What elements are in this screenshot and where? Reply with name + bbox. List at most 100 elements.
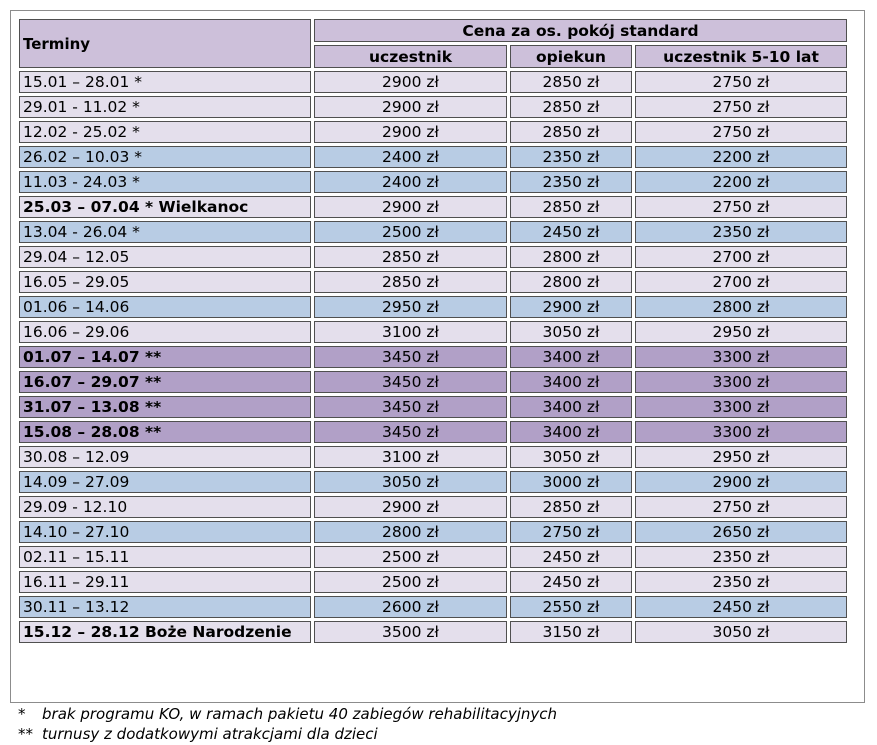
price-cell: 2400 zł <box>314 171 507 193</box>
price-cell: 2850 zł <box>510 121 632 143</box>
footnote-double-star: ** turnusy z dodatkowymi atrakcjami dla d… <box>18 724 557 744</box>
table-row: 16.07 – 29.07 ** 3450 zł 3400 zł 3300 zł <box>19 371 847 393</box>
price-cell: 2450 zł <box>635 596 847 618</box>
price-cell: 3300 zł <box>635 421 847 443</box>
price-cell: 3450 zł <box>314 396 507 418</box>
term-cell: 14.09 – 27.09 <box>19 471 311 493</box>
footnote-single-star: * brak programu KO, w ramach pakietu 40 z… <box>18 704 557 724</box>
table-row: 12.02 - 25.02 * 2900 zł 2850 zł 2750 zł <box>19 121 847 143</box>
header-terminy: Terminy <box>19 19 311 68</box>
price-cell: 3300 zł <box>635 371 847 393</box>
price-cell: 3450 zł <box>314 346 507 368</box>
table-row: 15.01 – 28.01 * 2900 zł 2850 zł 2750 zł <box>19 71 847 93</box>
table-row: 30.08 – 12.09 3100 zł 3050 zł 2950 zł <box>19 446 847 468</box>
footnote-text: turnusy z dodatkowymi atrakcjami dla dzi… <box>42 725 378 743</box>
price-cell: 2800 zł <box>510 271 632 293</box>
term-cell: 02.11 – 15.11 <box>19 546 311 568</box>
table-row: 15.12 – 28.12 Boże Narodzenie 3500 zł 3150… <box>19 621 847 643</box>
price-cell: 2800 zł <box>314 521 507 543</box>
price-cell: 3400 zł <box>510 396 632 418</box>
price-cell: 2350 zł <box>635 221 847 243</box>
table-row: 29.01 - 11.02 * 2900 zł 2850 zł 2750 zł <box>19 96 847 118</box>
table-row: 29.04 – 12.05 2850 zł 2800 zł 2700 zł <box>19 246 847 268</box>
price-cell: 3400 zł <box>510 421 632 443</box>
price-cell: 2500 zł <box>314 221 507 243</box>
term-cell: 29.09 - 12.10 <box>19 496 311 518</box>
price-cell: 3450 zł <box>314 371 507 393</box>
price-cell: 2750 zł <box>635 96 847 118</box>
price-cell: 2850 zł <box>510 96 632 118</box>
price-table-frame: Terminy Cena za os. pokój standard uczes… <box>10 10 865 703</box>
term-cell: 30.08 – 12.09 <box>19 446 311 468</box>
price-cell: 2450 zł <box>510 546 632 568</box>
table-row: 16.11 – 29.11 2500 zł 2450 zł 2350 zł <box>19 571 847 593</box>
table-row: 30.11 – 13.12 2600 zł 2550 zł 2450 zł <box>19 596 847 618</box>
price-cell: 2450 zł <box>510 571 632 593</box>
header-opiekun: opiekun <box>510 45 632 68</box>
price-table: Terminy Cena za os. pokój standard uczes… <box>16 16 850 646</box>
price-cell: 3400 zł <box>510 346 632 368</box>
price-cell: 3050 zł <box>510 446 632 468</box>
header-uczestnik: uczestnik <box>314 45 507 68</box>
price-cell: 2850 zł <box>510 71 632 93</box>
price-cell: 2850 zł <box>314 246 507 268</box>
price-cell: 2900 zł <box>314 71 507 93</box>
price-cell: 2900 zł <box>314 496 507 518</box>
price-cell: 2800 zł <box>510 246 632 268</box>
price-cell: 3450 zł <box>314 421 507 443</box>
price-cell: 2750 zł <box>635 496 847 518</box>
price-cell: 2800 zł <box>635 296 847 318</box>
term-cell: 01.07 – 14.07 ** <box>19 346 311 368</box>
table-row: 13.04 - 26.04 * 2500 zł 2450 zł 2350 zł <box>19 221 847 243</box>
footnotes: * brak programu KO, w ramach pakietu 40 z… <box>18 704 557 744</box>
price-cell: 3050 zł <box>510 321 632 343</box>
price-cell: 2950 zł <box>635 321 847 343</box>
price-cell: 2850 zł <box>510 196 632 218</box>
term-cell: 16.07 – 29.07 ** <box>19 371 311 393</box>
price-cell: 2750 zł <box>635 121 847 143</box>
price-cell: 3050 zł <box>635 621 847 643</box>
footnote-mark: ** <box>18 725 33 743</box>
price-cell: 3500 zł <box>314 621 507 643</box>
price-cell: 2200 zł <box>635 146 847 168</box>
table-row: 16.05 – 29.05 2850 zł 2800 zł 2700 zł <box>19 271 847 293</box>
header-uczestnik-5-10: uczestnik 5-10 lat <box>635 45 847 68</box>
table-row: 01.07 – 14.07 ** 3450 zł 3400 zł 3300 zł <box>19 346 847 368</box>
price-cell: 2400 zł <box>314 146 507 168</box>
price-cell: 3400 zł <box>510 371 632 393</box>
term-cell: 26.02 – 10.03 * <box>19 146 311 168</box>
table-row: 14.09 – 27.09 3050 zł 3000 zł 2900 zł <box>19 471 847 493</box>
table-row: 14.10 – 27.10 2800 zł 2750 zł 2650 zł <box>19 521 847 543</box>
term-cell: 16.05 – 29.05 <box>19 271 311 293</box>
term-cell: 16.06 – 29.06 <box>19 321 311 343</box>
price-cell: 3100 zł <box>314 321 507 343</box>
term-cell: 16.11 – 29.11 <box>19 571 311 593</box>
term-cell: 30.11 – 13.12 <box>19 596 311 618</box>
term-cell: 15.01 – 28.01 * <box>19 71 311 93</box>
price-cell: 2850 zł <box>510 496 632 518</box>
price-cell: 2350 zł <box>510 146 632 168</box>
price-cell: 2950 zł <box>314 296 507 318</box>
price-cell: 2850 zł <box>314 271 507 293</box>
price-cell: 2900 zł <box>314 196 507 218</box>
term-cell: 11.03 - 24.03 * <box>19 171 311 193</box>
price-cell: 2350 zł <box>635 571 847 593</box>
price-cell: 2900 zł <box>314 96 507 118</box>
table-row: 01.06 – 14.06 2950 zł 2900 zł 2800 zł <box>19 296 847 318</box>
price-table-body: 15.01 – 28.01 * 2900 zł 2850 zł 2750 zł 29.0… <box>19 71 847 643</box>
price-cell: 3150 zł <box>510 621 632 643</box>
price-cell: 3050 zł <box>314 471 507 493</box>
table-row: 25.03 – 07.04 * Wielkanoc 2900 zł 2850 zł 2… <box>19 196 847 218</box>
price-cell: 2350 zł <box>510 171 632 193</box>
table-row: 16.06 – 29.06 3100 zł 3050 zł 2950 zł <box>19 321 847 343</box>
price-cell: 2450 zł <box>510 221 632 243</box>
price-cell: 2350 zł <box>635 546 847 568</box>
price-cell: 2950 zł <box>635 446 847 468</box>
price-cell: 2500 zł <box>314 546 507 568</box>
price-cell: 2750 zł <box>635 71 847 93</box>
table-row: 15.08 – 28.08 ** 3450 zł 3400 zł 3300 zł <box>19 421 847 443</box>
table-row: 02.11 – 15.11 2500 zł 2450 zł 2350 zł <box>19 546 847 568</box>
term-cell: 12.02 - 25.02 * <box>19 121 311 143</box>
footnote-text: brak programu KO, w ramach pakietu 40 za… <box>42 705 558 723</box>
price-cell: 2900 zł <box>314 121 507 143</box>
